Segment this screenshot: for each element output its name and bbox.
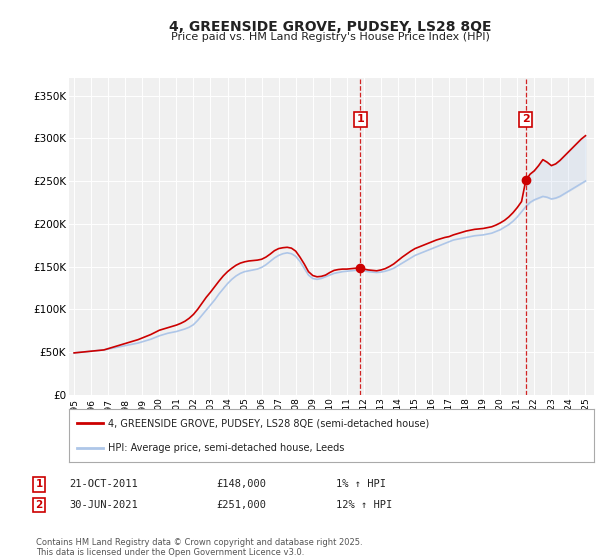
Text: 2: 2: [35, 500, 43, 510]
Text: 4, GREENSIDE GROVE, PUDSEY, LS28 8QE: 4, GREENSIDE GROVE, PUDSEY, LS28 8QE: [169, 20, 491, 34]
Text: £148,000: £148,000: [216, 479, 266, 489]
Text: 21-OCT-2011: 21-OCT-2011: [69, 479, 138, 489]
Text: 2: 2: [522, 114, 530, 124]
Text: HPI: Average price, semi-detached house, Leeds: HPI: Average price, semi-detached house,…: [109, 442, 345, 452]
Text: 1% ↑ HPI: 1% ↑ HPI: [336, 479, 386, 489]
Text: 4, GREENSIDE GROVE, PUDSEY, LS28 8QE (semi-detached house): 4, GREENSIDE GROVE, PUDSEY, LS28 8QE (se…: [109, 418, 430, 428]
Text: 1: 1: [35, 479, 43, 489]
Text: £251,000: £251,000: [216, 500, 266, 510]
Text: Contains HM Land Registry data © Crown copyright and database right 2025.
This d: Contains HM Land Registry data © Crown c…: [36, 538, 362, 557]
Text: 12% ↑ HPI: 12% ↑ HPI: [336, 500, 392, 510]
Text: 30-JUN-2021: 30-JUN-2021: [69, 500, 138, 510]
Text: 1: 1: [356, 114, 364, 124]
Text: Price paid vs. HM Land Registry's House Price Index (HPI): Price paid vs. HM Land Registry's House …: [170, 32, 490, 43]
